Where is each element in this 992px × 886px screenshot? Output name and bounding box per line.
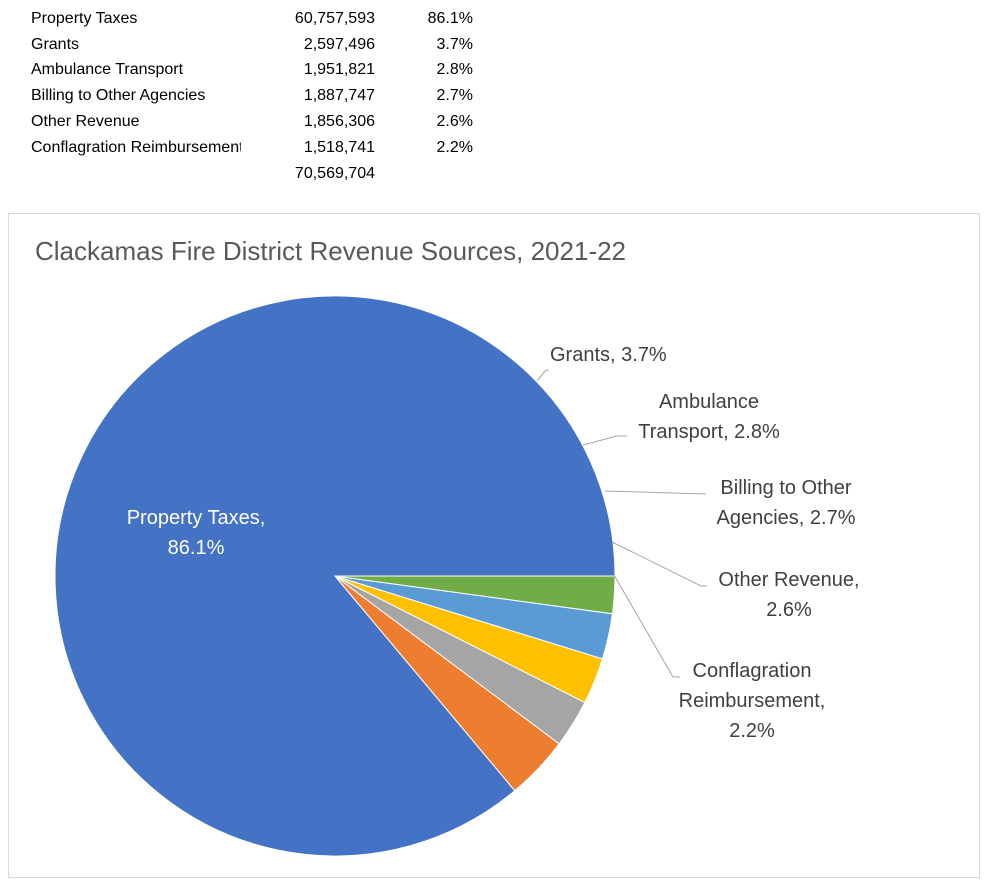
row-amount-cell: 1,951,821 xyxy=(303,61,375,79)
data-label-4: Other Revenue, 2.6% xyxy=(718,569,859,621)
chart-title: Clackamas Fire District Revenue Sources,… xyxy=(35,236,627,266)
row-amount-cell: 1,856,306 xyxy=(303,113,375,131)
row-pct-cell: 2.6% xyxy=(436,113,473,131)
data-label-line: Other Revenue, xyxy=(718,569,859,591)
data-label-line: Transport, 2.8% xyxy=(638,421,780,443)
row-amount-cell: 1,887,747 xyxy=(303,87,375,105)
total-label-cell xyxy=(31,161,241,187)
data-label-line: Ambulance xyxy=(659,391,759,413)
row-amount-cell: 60,757,593 xyxy=(294,9,375,27)
pie-chart: Property Taxes, 86.1% Grants, 3.7% Ambulanc… xyxy=(54,295,860,857)
data-label-line: 2.6% xyxy=(766,599,812,621)
data-label-line: Conflagration xyxy=(693,660,812,682)
leader-line-5 xyxy=(613,574,680,678)
data-label-line: 2.2% xyxy=(729,720,775,742)
total-row: 70,569,704 xyxy=(31,161,473,187)
row-pct-cell: 2.2% xyxy=(436,138,473,156)
leader-line-1 xyxy=(536,369,549,382)
leader-line-4 xyxy=(611,541,707,587)
total-pct-cell xyxy=(375,161,473,187)
leader-line-3 xyxy=(604,490,707,495)
row-pct-cell: 86.1% xyxy=(427,9,473,27)
chart-area[interactable]: Clackamas Fire District Revenue Sources,… xyxy=(8,213,980,878)
leader-line-2 xyxy=(582,435,627,446)
revenue-table: Property Taxes 60,757,593 86.1% Grants 2,597… xyxy=(31,6,473,187)
data-label-line: 86.1% xyxy=(168,537,225,559)
table-row: Ambulance Transport 1,951,821 2.8% xyxy=(31,58,473,84)
data-label-line: Reimbursement, xyxy=(679,690,826,712)
data-label-0: Property Taxes, 86.1% xyxy=(127,507,266,559)
total-amount-cell: 70,569,704 xyxy=(294,164,375,182)
data-label-1: Grants, 3.7% xyxy=(550,344,667,366)
row-pct-cell: 2.7% xyxy=(436,87,473,105)
row-pct-cell: 2.8% xyxy=(436,61,473,79)
table-row: Other Revenue 1,856,306 2.6% xyxy=(31,109,473,135)
table-row: Grants 2,597,496 3.7% xyxy=(31,32,473,58)
table-row: Conflagration Reimbursement 1,518,741 2.2% xyxy=(31,135,473,161)
data-label-line: Billing to Other xyxy=(720,477,852,499)
row-pct-cell: 3.7% xyxy=(436,35,473,53)
data-label-line: Grants, 3.7% xyxy=(550,344,667,366)
row-label-cell: Billing to Other Agencies xyxy=(31,87,206,105)
table-row: Billing to Other Agencies 1,887,747 2.7% xyxy=(31,83,473,109)
data-label-3: Billing to Other Agencies, 2.7% xyxy=(717,477,856,529)
table-row: Property Taxes 60,757,593 86.1% xyxy=(31,6,473,32)
pie-slice-0[interactable] xyxy=(54,295,616,857)
row-label-cell: Other Revenue xyxy=(31,113,140,131)
row-amount-cell: 2,597,496 xyxy=(303,35,375,53)
data-label-2: Ambulance Transport, 2.8% xyxy=(638,391,780,443)
row-amount-cell: 1,518,741 xyxy=(303,138,375,156)
row-label-cell: Conflagration Reimbursement xyxy=(31,138,241,156)
data-label-line: Agencies, 2.7% xyxy=(717,507,856,529)
row-label-cell: Ambulance Transport xyxy=(31,61,184,79)
data-label-line: Property Taxes, xyxy=(127,507,266,529)
data-label-5: Conflagration Reimbursement, 2.2% xyxy=(679,660,826,742)
row-label-cell: Grants xyxy=(31,35,80,53)
row-label-cell: Property Taxes xyxy=(31,9,138,27)
